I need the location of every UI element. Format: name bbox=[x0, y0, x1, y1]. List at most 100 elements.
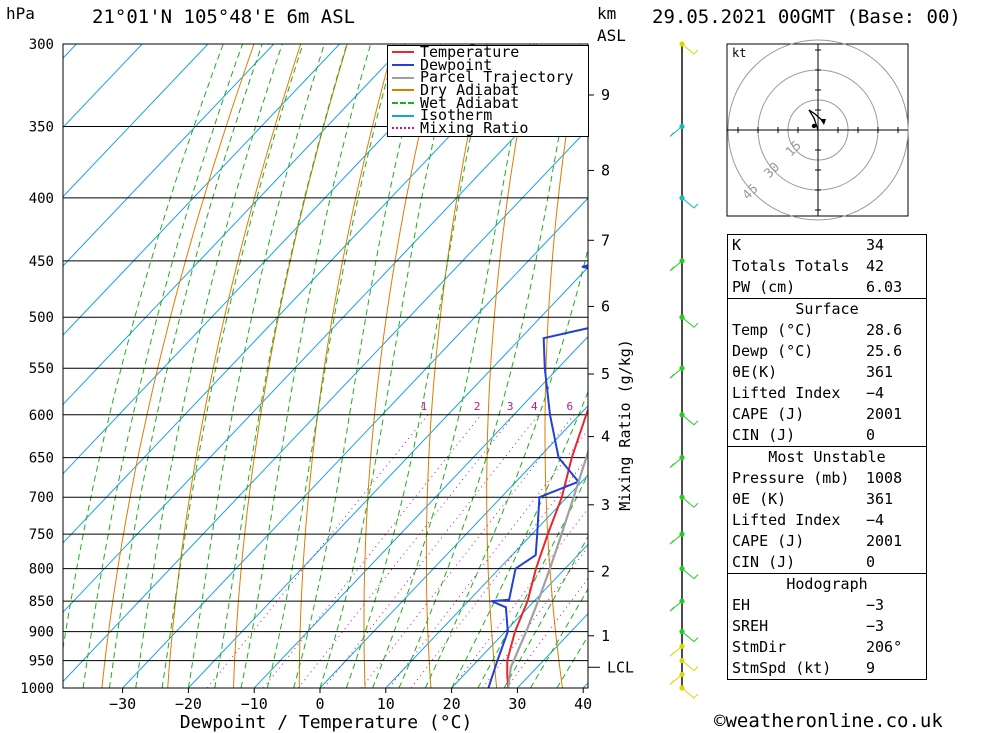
dewpoint-line bbox=[470, 44, 588, 688]
wind-barb bbox=[669, 600, 683, 612]
index-row: CIN (J) 0 bbox=[728, 552, 926, 573]
isotherm-line bbox=[63, 58, 588, 613]
legend-label: Temperature bbox=[420, 43, 520, 61]
height-tick-label: 7 bbox=[601, 231, 610, 249]
isotherm-line bbox=[385, 474, 588, 688]
index-label: Dewp (°C) bbox=[732, 342, 814, 360]
mixing-ratio-label: 20 bbox=[677, 400, 690, 413]
index-label: Lifted Index bbox=[732, 384, 841, 402]
x-axis-label: Dewpoint / Temperature (°C) bbox=[180, 712, 473, 733]
mixing-ratio-line bbox=[323, 414, 539, 688]
legend-swatch bbox=[392, 64, 414, 67]
legend-swatch bbox=[392, 51, 414, 54]
datetime-title: 29.05.2021 00GMT (Base: 00) bbox=[652, 6, 961, 28]
temperature-tick-label: 20 bbox=[443, 695, 461, 713]
location-title: 21°01'N 105°48'E 6m ASL bbox=[92, 6, 356, 28]
mixing-ratio-label: 6 bbox=[566, 400, 573, 413]
pressure-tick-label: 350 bbox=[29, 119, 54, 135]
mixing-ratio-axis-label: Mixing Ratio (g/kg) bbox=[616, 339, 634, 511]
dry-adiabat-line bbox=[954, 44, 1000, 688]
legend-item: Wet Adiabat bbox=[388, 93, 588, 112]
isotherm-line bbox=[63, 44, 340, 336]
wet-adiabat-line bbox=[372, 44, 531, 688]
legend-item: Dewpoint bbox=[388, 57, 588, 72]
temperature-tick-label: 30 bbox=[508, 695, 526, 713]
index-label: CIN (J) bbox=[732, 426, 796, 444]
pressure-tick-label: 550 bbox=[29, 361, 54, 377]
wind-barb bbox=[681, 197, 699, 209]
mixing-ratio-line bbox=[506, 577, 588, 688]
dry-adiabat-line bbox=[544, 44, 582, 688]
index-label: StmSpd (kt) bbox=[732, 659, 832, 677]
legend-label: Parcel Trajectory bbox=[420, 68, 574, 87]
index-row: SREH −3 bbox=[728, 616, 926, 637]
wind-barb bbox=[681, 43, 699, 55]
temperature-line bbox=[506, 406, 588, 688]
hodograph-dot bbox=[811, 123, 817, 129]
legend-swatch bbox=[392, 102, 414, 105]
wet-adiabat-line bbox=[82, 44, 244, 688]
index-row: Lifted Index −4 bbox=[728, 383, 926, 404]
wet-adiabat-line bbox=[266, 44, 397, 688]
mixing-ratio-label: 2 bbox=[474, 400, 481, 413]
wind-barb bbox=[681, 687, 699, 699]
legend-label: Dry Adiabat bbox=[420, 81, 520, 100]
wet-adiabat-line bbox=[424, 246, 588, 688]
isotherm-line bbox=[122, 197, 588, 688]
pressure-tick-label: 1000 bbox=[20, 681, 54, 697]
pressure-tick-label: 400 bbox=[29, 191, 54, 207]
index-value: 1008 bbox=[866, 469, 903, 487]
wind-barb bbox=[681, 316, 699, 328]
height-tick-label: 6 bbox=[601, 297, 610, 315]
legend-swatch bbox=[392, 89, 414, 92]
index-label: CIN (J) bbox=[732, 553, 796, 571]
index-row: Pressure (mb) 1008 bbox=[728, 468, 926, 489]
index-value: 42 bbox=[866, 257, 885, 275]
index-row: Dewp (°C) 25.6 bbox=[728, 341, 926, 362]
index-value: 0 bbox=[866, 426, 876, 444]
isotherm-line bbox=[63, 44, 209, 198]
dry-adiabat-line bbox=[656, 44, 694, 688]
temperature-tick-label: 0 bbox=[315, 695, 324, 713]
pressure-tick-label: 700 bbox=[29, 490, 54, 506]
mixing-ratio-line bbox=[482, 546, 588, 688]
index-label: Lifted Index bbox=[732, 511, 841, 529]
pressure-tick-label: 500 bbox=[29, 310, 54, 326]
wind-barb bbox=[681, 496, 699, 508]
wind-barb bbox=[669, 126, 683, 137]
temperature-tick-label: 40 bbox=[574, 695, 592, 713]
hodograph-section: Hodograph EH −3 SREH −3 StmDir 206° StmSpd (kt… bbox=[728, 573, 926, 679]
index-label: StmDir bbox=[732, 638, 787, 656]
isotherm-line bbox=[63, 128, 588, 683]
legend-item: Isotherm bbox=[388, 108, 588, 123]
index-value: 2001 bbox=[866, 532, 903, 550]
legend-item: Mixing Ratio bbox=[388, 121, 588, 135]
indices-table: K 34 Totals Totals 42 PW (cm) 6.03 Surface Te… bbox=[727, 234, 927, 680]
legend-label: Wet Adiabat bbox=[420, 93, 520, 112]
index-value: 361 bbox=[866, 363, 894, 381]
index-label: Temp (°C) bbox=[732, 321, 814, 339]
mixing-ratio-line bbox=[298, 414, 515, 688]
index-label: SREH bbox=[732, 617, 769, 635]
isotherm-line bbox=[451, 543, 588, 688]
index-value: −3 bbox=[866, 617, 885, 635]
wind-barb bbox=[681, 631, 699, 643]
index-row: StmDir 206° bbox=[728, 637, 926, 658]
index-value: 9 bbox=[866, 659, 876, 677]
index-row: Totals Totals 42 bbox=[728, 256, 926, 277]
index-value: 361 bbox=[866, 490, 894, 508]
pressure-tick-label: 450 bbox=[29, 254, 54, 270]
height-tick-label: 1 bbox=[601, 627, 610, 645]
index-value: −4 bbox=[866, 511, 885, 529]
index-value: 6.03 bbox=[866, 278, 903, 296]
mixing-ratio-label: 3 bbox=[507, 400, 514, 413]
index-row: K 34 bbox=[728, 235, 926, 256]
index-value: 25.6 bbox=[866, 342, 903, 360]
most-unstable-title: Most Unstable bbox=[768, 448, 886, 466]
index-label: CAPE (J) bbox=[732, 532, 805, 550]
hodograph-trace bbox=[808, 109, 825, 131]
index-row: EH −3 bbox=[728, 595, 926, 616]
mixing-ratio-line bbox=[206, 414, 429, 688]
temperature-tick-label: −10 bbox=[241, 695, 268, 713]
wind-profile bbox=[669, 41, 699, 699]
